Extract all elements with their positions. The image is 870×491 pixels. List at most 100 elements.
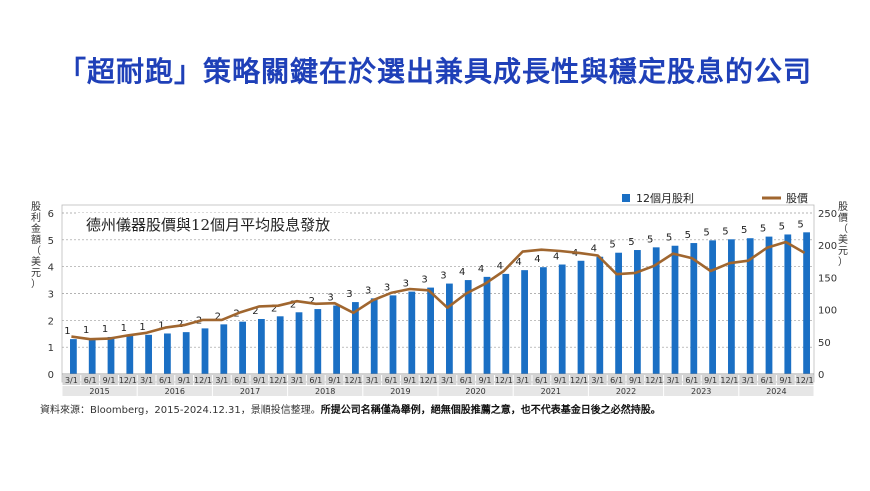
- bar: [370, 298, 378, 374]
- bar: [427, 287, 434, 374]
- x-tick-label: 9/1: [779, 376, 792, 385]
- x-tick-label: 9/1: [403, 376, 416, 385]
- x-tick-label: 6/1: [460, 376, 473, 385]
- x-tick-cell: [194, 375, 212, 385]
- year-band: [363, 386, 438, 396]
- x-tick-cell: [664, 375, 682, 385]
- bar: [333, 305, 340, 374]
- bar-value-label: 5: [703, 227, 709, 238]
- x-tick-label: 9/1: [103, 376, 116, 385]
- bar-value-label: 1: [64, 326, 70, 337]
- x-tick-label: 6/1: [84, 376, 97, 385]
- x-tick-label: 3/1: [291, 376, 304, 385]
- x-tick-label: 6/1: [309, 376, 322, 385]
- year-label: 2018: [315, 387, 335, 396]
- year-band: [739, 386, 814, 396]
- x-tick-cell: [626, 375, 645, 385]
- x-tick-cell: [607, 375, 626, 385]
- year-band: [513, 386, 588, 396]
- bar-value-label: 5: [760, 224, 766, 235]
- year-band: [664, 386, 739, 396]
- bar-value-label: 5: [609, 240, 615, 251]
- x-tick-label: 3/1: [441, 376, 454, 385]
- year-label: 2024: [766, 387, 786, 396]
- bar: [634, 250, 641, 374]
- year-label: 2022: [616, 387, 636, 396]
- bar: [107, 336, 115, 374]
- bar: [709, 240, 716, 374]
- x-tick-cell: [588, 375, 607, 385]
- bar-value-label: 4: [478, 264, 484, 275]
- bar: [408, 291, 416, 374]
- right-axis-ticks: 0 50 100 150 200 250: [818, 209, 837, 381]
- x-tick-label: 9/1: [479, 376, 492, 385]
- x-tick-label: 12/1: [194, 376, 212, 385]
- bar-value-label: 4: [459, 267, 465, 278]
- bar: [352, 302, 359, 374]
- year-band: [438, 386, 513, 396]
- x-tick-cell: [419, 375, 438, 385]
- x-tick-label: 3/1: [65, 376, 78, 385]
- x-tick-label: 12/1: [269, 376, 287, 385]
- x-tick-cell: [269, 375, 288, 385]
- x-tick-cell: [776, 375, 795, 385]
- right-tick-label: 0: [818, 370, 824, 381]
- x-tick-label: 6/1: [610, 376, 623, 385]
- x-tick-label: 9/1: [554, 376, 567, 385]
- bar: [464, 280, 472, 374]
- right-tick-label: 200: [818, 241, 837, 252]
- year-band: [62, 386, 137, 396]
- x-tick-cell: [457, 375, 476, 385]
- bar: [220, 324, 228, 374]
- x-tick-label: 3/1: [667, 376, 680, 385]
- x-tick-label: 12/1: [119, 376, 137, 385]
- x-tick-label: 3/1: [516, 376, 529, 385]
- left-tick-label: 1: [48, 343, 54, 354]
- x-tick-cell: [363, 375, 382, 385]
- bar-value-label: 5: [666, 233, 672, 244]
- x-tick-label: 3/1: [215, 376, 228, 385]
- bar-value-label: 5: [779, 221, 785, 232]
- x-tick-cell: [118, 375, 137, 385]
- bar: [126, 335, 134, 374]
- bar: [615, 252, 622, 374]
- price-line: [71, 240, 806, 341]
- year-label: 2020: [465, 387, 485, 396]
- x-tick-cell: [739, 375, 758, 385]
- bar-value-label: 1: [158, 320, 164, 331]
- x-tick-cell: [212, 375, 231, 385]
- bar: [577, 260, 585, 374]
- source-text: 資料來源：Bloomberg，2015-2024.12.31，景順投信整理。: [40, 405, 321, 416]
- bar-value-label: 1: [121, 323, 127, 334]
- disclaimer-text: 所提公司名稱僅為舉例，絕無個股推薦之意，也不代表基金日後之必然持股。: [320, 405, 661, 416]
- bar: [671, 245, 679, 374]
- x-tick-label: 6/1: [761, 376, 774, 385]
- left-tick-label: 2: [48, 316, 54, 327]
- year-label: 2019: [390, 387, 410, 396]
- year-label: 2023: [691, 387, 711, 396]
- bar-value-label: 3: [440, 271, 446, 282]
- left-tick-label: 0: [48, 370, 54, 381]
- bar-value-label: 5: [741, 225, 747, 236]
- x-tick-cell: [438, 375, 457, 385]
- year-band: [288, 386, 363, 396]
- x-tick-cell: [570, 375, 588, 385]
- x-tick-label: 9/1: [629, 376, 642, 385]
- x-tick-cell: [758, 375, 776, 385]
- x-tick-label: 3/1: [591, 376, 604, 385]
- bar-value-label: 4: [497, 261, 503, 272]
- x-tick-cell: [156, 375, 175, 385]
- bar: [765, 236, 773, 374]
- bar: [446, 283, 453, 374]
- bar: [276, 316, 284, 374]
- bar: [728, 239, 735, 374]
- bar: [690, 243, 698, 374]
- bar-value-label: 2: [309, 296, 315, 307]
- left-tick-label: 6: [48, 209, 54, 220]
- right-tick-label: 100: [818, 306, 837, 317]
- bar-value-label: 2: [215, 311, 221, 322]
- bar: [502, 273, 510, 374]
- x-tick-label: 12/1: [495, 376, 513, 385]
- legend: 12個月股利 股價: [622, 191, 808, 205]
